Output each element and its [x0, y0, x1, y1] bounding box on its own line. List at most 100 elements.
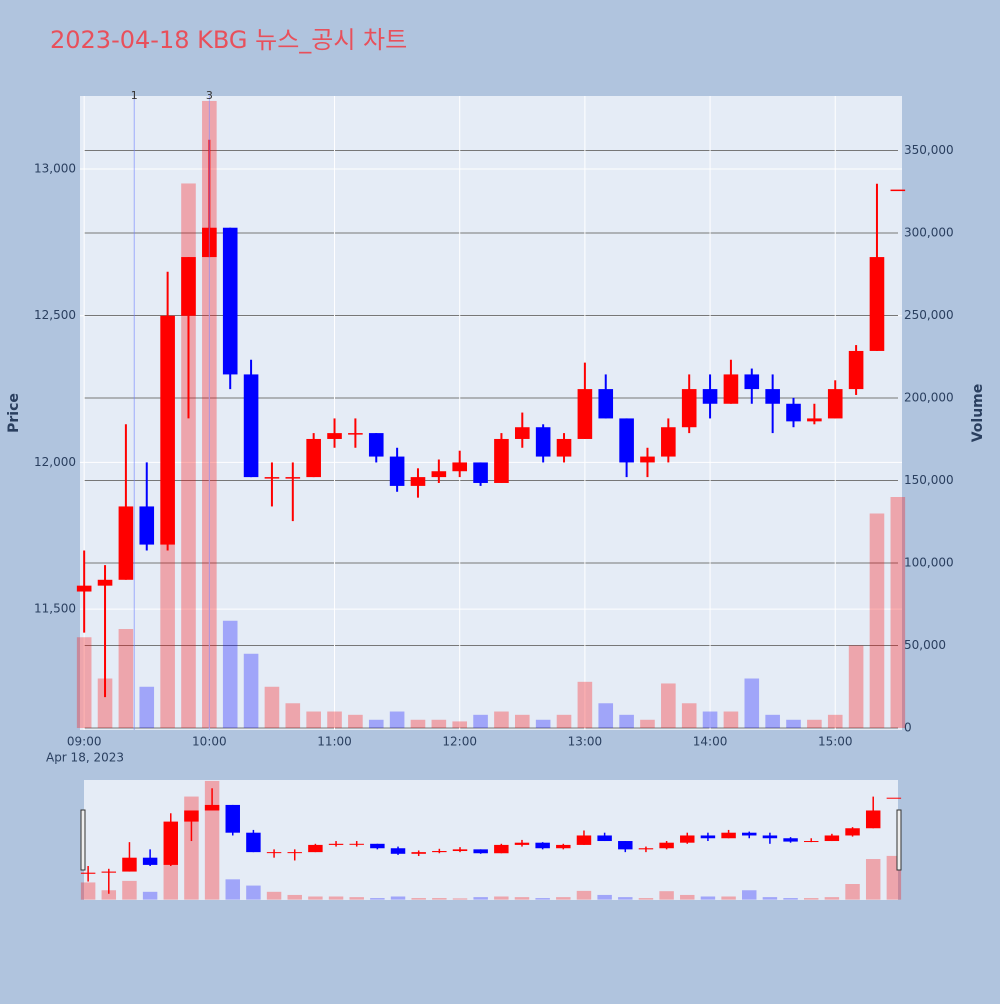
mini-volume-bar: [535, 898, 550, 900]
candle-body: [285, 477, 301, 479]
y-tick-label: 12,500: [34, 308, 76, 322]
candle-body: [681, 389, 697, 428]
volume-bar: [535, 719, 551, 729]
volume-bar: [723, 711, 739, 729]
x-tick-label: 15:00: [818, 735, 853, 749]
y2-tick-label: 50,000: [904, 638, 946, 652]
range-handle[interactable]: [896, 809, 902, 871]
mini-volume-bar: [721, 896, 736, 900]
mini-candle-body: [680, 835, 695, 843]
candle-body: [243, 374, 259, 478]
candle-body: [348, 433, 363, 435]
volume-bar: [139, 686, 155, 729]
volume-bar: [598, 703, 614, 729]
mini-candle-body: [370, 843, 385, 849]
mini-volume-bar: [122, 880, 137, 900]
volume-bar: [160, 529, 175, 729]
candle-body: [535, 427, 551, 457]
volume-bar: [97, 678, 113, 729]
candle-body: [514, 427, 530, 439]
volume-bar: [640, 719, 655, 729]
candle-body: [327, 433, 342, 439]
mini-volume-bar: [803, 898, 819, 900]
mini-candle-body: [204, 804, 220, 811]
x-tick-label: 11:00: [317, 735, 352, 749]
mini-candle-body: [845, 828, 860, 836]
mini-candle-body: [494, 844, 509, 854]
mini-candle-body: [535, 842, 550, 849]
mini-candle-body: [246, 832, 261, 853]
candle-body: [890, 189, 906, 192]
range-handle[interactable]: [80, 809, 86, 871]
volume-bar: [368, 719, 384, 729]
y-tick-label: 13,000: [34, 162, 76, 176]
volume-bar: [348, 714, 363, 729]
candle-body: [368, 433, 384, 457]
mini-volume-bar: [349, 897, 364, 900]
y-axis-title: Price: [6, 393, 22, 433]
candle-body: [389, 456, 405, 486]
mini-volume-bar: [225, 879, 240, 900]
mini-volume-bar: [370, 898, 385, 900]
candle-body: [222, 227, 238, 375]
mini-volume-bar: [473, 897, 488, 900]
mini-volume-bar: [328, 896, 344, 900]
candle-body: [765, 389, 780, 404]
mini-candle-body: [308, 844, 323, 853]
mini-candle-body: [886, 797, 902, 799]
candle-body: [619, 418, 634, 463]
mini-candle-body: [824, 835, 840, 842]
candle-body: [76, 585, 92, 592]
volume-bar: [744, 678, 760, 729]
mini-volume-bar: [556, 897, 571, 900]
mini-candle-body: [225, 804, 240, 833]
x-tick-label: 10:00: [192, 735, 227, 749]
candle-body: [598, 389, 614, 419]
candle-body: [181, 257, 196, 316]
y2-tick-label: 200,000: [904, 390, 954, 404]
candle-body: [723, 374, 739, 404]
volume-bar: [869, 513, 885, 729]
mini-volume-bar: [865, 859, 881, 900]
mini-candle-body: [721, 832, 736, 839]
mini-volume-bar: [742, 890, 757, 900]
range-slider[interactable]: [84, 780, 898, 900]
candle-body: [139, 506, 155, 545]
y2-tick-label: 250,000: [904, 308, 954, 322]
mini-candle-body: [576, 835, 592, 845]
mini-volume-bar: [680, 894, 695, 900]
mini-volume-bar: [845, 884, 860, 900]
candle-body: [661, 427, 676, 457]
mini-candle-body: [762, 835, 778, 839]
mini-volume-bar: [184, 796, 199, 900]
volume-bar: [890, 496, 906, 729]
mini-candle-body: [184, 810, 199, 822]
chart-title: 2023-04-18 KBG 뉴스_공시 차트: [50, 26, 407, 54]
candle-body: [744, 374, 760, 390]
volume-bar: [243, 653, 259, 729]
x-date-label: Apr 18, 2023: [46, 751, 124, 765]
mini-candle-body: [163, 821, 179, 865]
mini-candle-body: [122, 857, 137, 872]
mini-volume-bar: [390, 896, 406, 900]
mini-volume-bar: [700, 896, 716, 900]
volume-bar: [661, 683, 676, 729]
volume-bar: [431, 719, 447, 729]
annotation-label: 1: [131, 89, 138, 102]
volume-bar: [118, 629, 134, 729]
x-tick-label: 13:00: [568, 735, 603, 749]
mini-candle-body: [783, 838, 798, 842]
mini-volume-bar: [618, 897, 633, 900]
mini-candle-body: [803, 841, 819, 843]
mini-volume-bar: [638, 898, 654, 900]
mini-candle-body: [514, 842, 530, 845]
volume-bar: [702, 711, 718, 729]
mini-volume-bar: [101, 890, 117, 900]
volume-bar: [473, 714, 488, 729]
y-tick-label: 12,000: [34, 455, 76, 469]
x-tick-label: 09:00: [67, 735, 102, 749]
candle-body: [556, 438, 572, 457]
volume-bar: [222, 620, 238, 729]
mini-candle-body: [473, 849, 488, 854]
volume-bar: [494, 711, 509, 729]
